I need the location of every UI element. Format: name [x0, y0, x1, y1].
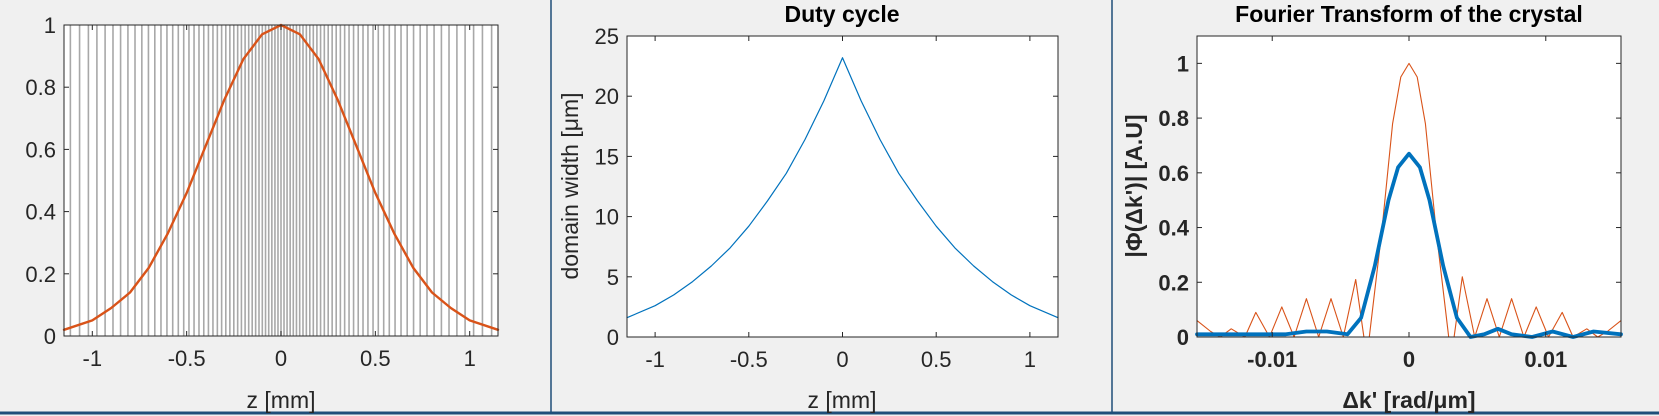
chart-3-xticks: -0.01 0 0.01 [1247, 36, 1567, 372]
chart-2-yticks: 0 5 10 15 20 25 [595, 24, 1058, 350]
chart-2-xticks: -1 -0.5 0 0.5 1 [645, 36, 1036, 372]
chart-1-xtick-label: 1 [464, 346, 476, 371]
chart-2-xtick-label: 0 [836, 347, 848, 372]
chart-1-xlabel: z [mm] [247, 387, 316, 413]
chart-3-ytick-label: 0.6 [1158, 161, 1189, 186]
chart-1-gaussian: -1 -0.5 0 0.5 1 0 0.2 0.4 0.6 0.8 1 z [mm] [25, 13, 500, 413]
chart-2-ytick-label: 20 [595, 84, 619, 109]
chart-2-axes-frame [626, 35, 1059, 338]
chart-2-xtick-label: -1 [645, 347, 665, 372]
chart-3-ylabel: |Φ(Δk')| [A.U] [1121, 114, 1147, 257]
chart-3-fourier: -0.01 0 0.01 0 0.2 0.4 0.6 0.8 1 Fourier Transf… [1121, 1, 1623, 413]
chart-2-ytick-label: 5 [607, 265, 619, 290]
chart-1-xtick-label: 0.5 [360, 346, 391, 371]
chart-3-ytick-label: 0.8 [1158, 106, 1189, 131]
chart-1-xtick-label: -0.5 [168, 346, 206, 371]
chart-1-ytick-label: 0 [44, 324, 56, 349]
chart-3-ytick-label: 0.2 [1158, 270, 1189, 295]
chart-3-series [1195, 62, 1623, 339]
chart-1-ytick-label: 0.8 [25, 75, 56, 100]
chart-2-axes-box [627, 36, 1058, 337]
chart-1-ytick-label: 0.6 [25, 137, 56, 162]
chart-2-series-line-1 [626, 57, 1059, 319]
chart-3-ytick-label: 0 [1177, 325, 1189, 350]
chart-3-series-line-1 [1196, 62, 1622, 338]
chart-1-xtick-label: -1 [83, 346, 103, 371]
chart-2-ytick-label: 15 [595, 144, 619, 169]
chart-2-ylabel: domain width [μm] [557, 92, 583, 279]
chart-3-xtick-label: 0 [1403, 347, 1415, 372]
chart-2-ytick-label: 25 [595, 24, 619, 49]
chart-3-ytick-label: 0.4 [1158, 216, 1189, 241]
chart-2-xtick-label: 1 [1024, 347, 1036, 372]
chart-2-series [626, 57, 1059, 319]
chart-3-xlabel: Δk' [rad/μm] [1342, 387, 1475, 413]
chart-1-xtick-label: 0 [275, 346, 287, 371]
chart-1-domain-lines [69, 25, 493, 336]
chart-3-title: Fourier Transform of the crystal [1235, 1, 1583, 27]
chart-1-ytick-label: 0.4 [25, 200, 56, 225]
chart-1-ytick-label: 0.2 [25, 262, 56, 287]
chart-2-xtick-label: -0.5 [730, 347, 768, 372]
chart-1-xticks: -1 -0.5 0 0.5 1 [83, 25, 476, 371]
chart-3-axes-box [1197, 36, 1621, 337]
chart-3-yticks: 0 0.2 0.4 0.6 0.8 1 [1158, 51, 1621, 350]
chart-2-title: Duty cycle [784, 1, 899, 27]
chart-2-ytick-label: 0 [607, 325, 619, 350]
chart-2-duty-cycle: -1 -0.5 0 0.5 1 0 5 10 15 20 25 Duty cycle z [mm]… [557, 1, 1059, 413]
chart-3-xtick-label: -0.01 [1247, 347, 1297, 372]
chart-2-xtick-label: 0.5 [921, 347, 952, 372]
chart-3-series-line-2 [1195, 151, 1623, 339]
chart-2-ytick-label: 10 [595, 205, 619, 230]
chart-2-xlabel: z [mm] [808, 387, 877, 413]
chart-3-axes-frame [1196, 35, 1622, 338]
chart-1-axes-frame [63, 24, 499, 337]
chart-3-xtick-label: 0.01 [1524, 347, 1567, 372]
chart-3-ytick-label: 1 [1177, 51, 1189, 76]
chart-1-ytick-label: 1 [44, 13, 56, 38]
